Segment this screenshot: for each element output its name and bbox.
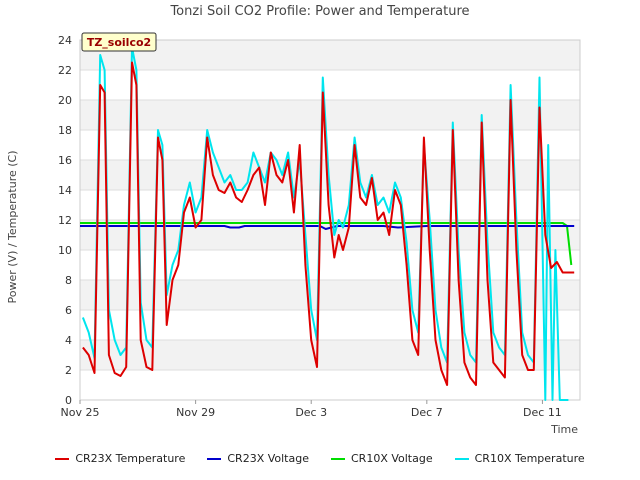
plot-bands (80, 40, 580, 370)
grid-band (80, 280, 580, 310)
x-tick-label: Nov 25 (61, 406, 100, 419)
series-line-cr10x-voltage (80, 222, 573, 266)
legend-swatch (331, 457, 345, 460)
series-line-cr23x-temperature (82, 61, 575, 386)
y-tick-label: 0 (65, 394, 72, 407)
legend: CR23X Temperature CR23X Voltage CR10X Volt… (0, 452, 640, 465)
legend-item: CR23X Temperature (55, 452, 185, 465)
x-tick-label: Nov 29 (176, 406, 215, 419)
x-axis: Nov 25 Nov 29 Dec 3 Dec 7 Dec 11 (61, 400, 562, 419)
legend-swatch (454, 457, 469, 460)
x-axis-label: Time (550, 423, 578, 436)
grid-band (80, 100, 580, 130)
y-tick-label: 16 (58, 154, 72, 167)
x-tick-label: Dec 11 (523, 406, 562, 419)
legend-label: CR10X Voltage (351, 452, 433, 465)
plot-frame (79, 39, 581, 401)
series-line-cr10x-temperature (81, 46, 569, 401)
chart-title: Tonzi Soil CO2 Profile: Power and Temper… (169, 4, 469, 19)
legend-label: CR10X Temperature (474, 452, 585, 465)
y-tick-label: 20 (58, 94, 72, 107)
y-tick-label: 18 (58, 124, 72, 137)
station-label: TZ_soilco2 (87, 36, 151, 49)
legend-swatch (55, 457, 70, 460)
y-tick-label: 10 (58, 244, 72, 257)
y-tick-label: 8 (65, 274, 72, 287)
legend-item: CR10X Temperature (454, 452, 585, 465)
grid-band (80, 340, 580, 370)
series-layer (80, 46, 575, 401)
legend-label: CR23X Voltage (227, 452, 309, 465)
y-tick-label: 22 (58, 64, 72, 77)
legend-swatch (207, 457, 222, 460)
y-tick-label: 6 (65, 304, 72, 317)
y-tick-label: 24 (58, 34, 72, 47)
series-line-cr23x-voltage (80, 225, 575, 230)
x-tick-label: Dec 3 (295, 406, 327, 419)
legend-item: CR10X Voltage (331, 452, 433, 465)
x-tick-label: Dec 7 (411, 406, 443, 419)
y-tick-label: 14 (58, 184, 72, 197)
y-tick-label: 12 (58, 214, 72, 227)
legend-label: CR23X Temperature (75, 452, 186, 465)
station-badge: TZ_soilco2 (81, 32, 157, 52)
grid-band (80, 40, 580, 70)
legend-item: CR23X Voltage (207, 452, 309, 465)
y-tick-label: 4 (65, 334, 72, 347)
y-axis-label: Power (V) / Temperature (C) (6, 150, 19, 303)
y-tick-label: 2 (65, 364, 72, 377)
